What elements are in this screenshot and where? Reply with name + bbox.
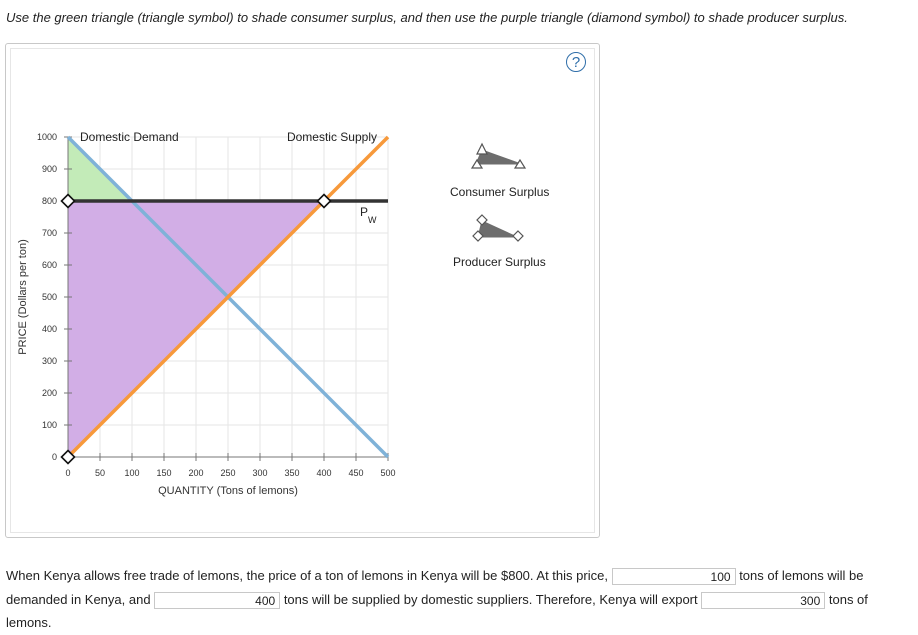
graph-panel	[5, 43, 600, 538]
question-part-3: tons will be supplied by domestic suppli…	[283, 591, 698, 607]
quantity-demanded-input[interactable]: 100	[611, 568, 736, 586]
diamond-icon	[476, 214, 488, 226]
diamond-icon	[512, 230, 524, 242]
question-part-1: When Kenya allows free trade of lemons, …	[6, 568, 608, 583]
exports-input[interactable]: 300	[701, 591, 826, 609]
question-text: When Kenya allows free trade of lemons, …	[6, 564, 914, 635]
consumer-surplus-tool-icon[interactable]	[470, 142, 527, 169]
triangle-icon	[513, 158, 527, 169]
question-part-4: tons of lemons.	[6, 591, 868, 631]
graph-panel-inner	[10, 48, 595, 533]
help-button[interactable]: ?	[566, 52, 586, 72]
consumer-surplus-label: Consumer Surplus	[450, 185, 550, 199]
diamond-icon	[472, 230, 484, 242]
instructions-text: Use the green triangle (triangle symbol)…	[6, 10, 848, 25]
quantity-supplied-input[interactable]: 400	[154, 591, 281, 609]
producer-surplus-label: Producer Surplus	[453, 255, 546, 269]
triangle-icon	[470, 158, 484, 169]
question-part-2: tons of lemons will be demanded in Kenya…	[6, 568, 864, 607]
triangle-icon	[476, 142, 488, 155]
producer-surplus-tool-icon[interactable]	[472, 214, 524, 242]
